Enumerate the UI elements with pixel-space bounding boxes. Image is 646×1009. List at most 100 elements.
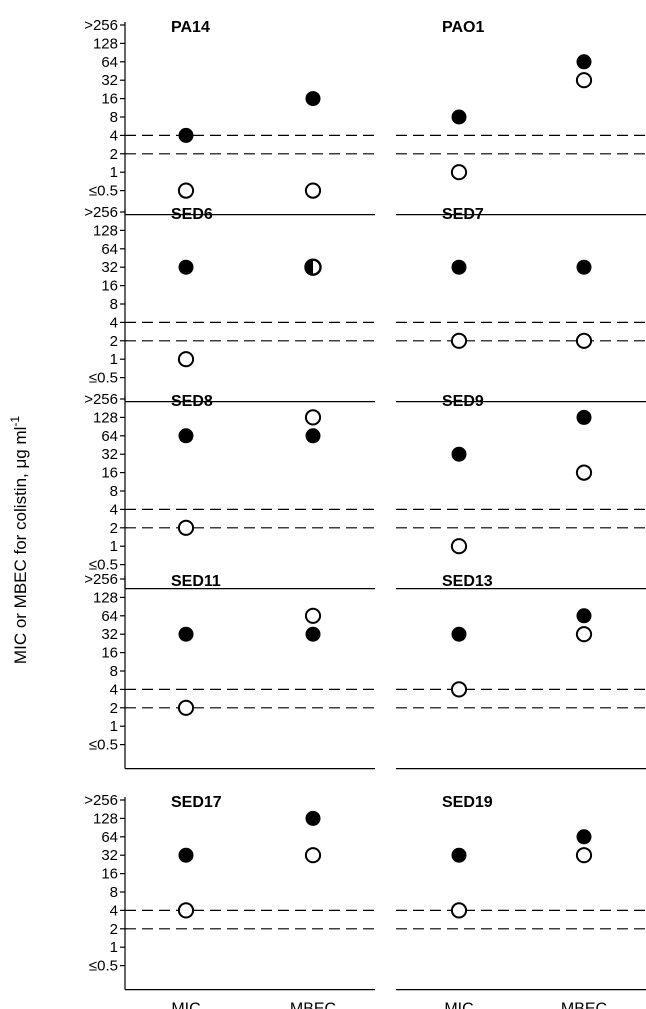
y-tick-label: 4 — [110, 681, 118, 698]
marker-filled — [178, 127, 194, 143]
panel-title: SED6 — [171, 206, 213, 223]
marker-filled — [576, 608, 592, 624]
y-tick-label: 2 — [110, 146, 118, 163]
y-tick-label: >256 — [84, 17, 118, 34]
marker-filled — [178, 428, 194, 444]
x-category-mic: MIC — [444, 1001, 473, 1009]
marker-open — [177, 182, 195, 199]
panel-title: SED17 — [171, 794, 222, 811]
marker-open — [450, 164, 468, 181]
y-tick-label: 16 — [101, 278, 118, 295]
marker-filled — [451, 446, 467, 462]
y-tick-label: 16 — [101, 866, 118, 883]
marker-open — [177, 351, 195, 368]
panel-title: SED11 — [171, 573, 221, 590]
marker-open — [575, 72, 593, 89]
y-tick-label: 1 — [110, 351, 118, 368]
marker-open — [450, 538, 468, 555]
y-tick-label: 1 — [110, 718, 118, 735]
marker-open — [304, 847, 322, 864]
y-tick-label: 1 — [110, 538, 118, 555]
y-tick-label: 2 — [110, 700, 118, 717]
panel-title: SED9 — [442, 393, 484, 410]
marker-filled — [451, 109, 467, 125]
y-axis-label-text: MIC or MBEC for colistin, μg ml — [11, 427, 30, 664]
marker-filled — [305, 626, 321, 642]
y-tick-label: ≤0.5 — [89, 737, 118, 754]
marker-filled — [451, 626, 467, 642]
y-tick-label: 2 — [110, 520, 118, 537]
y-tick-label: 1 — [110, 164, 118, 181]
y-tick-label: 64 — [101, 241, 118, 258]
y-tick-label: >256 — [84, 792, 118, 809]
y-tick-label: 128 — [93, 409, 118, 426]
y-tick-label: 32 — [101, 626, 118, 643]
y-tick-label: 4 — [110, 127, 118, 144]
y-tick-label: ≤0.5 — [89, 557, 118, 574]
y-tick-label: >256 — [84, 571, 118, 588]
panel-sed9: SED9 — [396, 393, 646, 590]
y-tick-label: 16 — [101, 91, 118, 108]
y-tick-label: 8 — [110, 109, 118, 126]
marker-filled — [576, 409, 592, 425]
y-tick-label: 32 — [101, 259, 118, 276]
y-tick-label: >256 — [84, 391, 118, 408]
y-tick-label: 8 — [110, 884, 118, 901]
y-tick-label: 32 — [101, 847, 118, 864]
x-category-labels: MIC MBEC MIC MBEC — [171, 1001, 607, 1009]
marker-open — [304, 409, 322, 426]
panel-title: SED7 — [442, 206, 484, 223]
marker-filled — [178, 847, 194, 863]
y-axis-label: MIC or MBEC for colistin, μg ml-1 — [8, 416, 30, 664]
marker-open — [450, 902, 468, 919]
y-tick-label: 128 — [93, 810, 118, 827]
y-tick-label: 4 — [110, 902, 118, 919]
marker-open — [177, 519, 195, 536]
y-tick-label: 2 — [110, 333, 118, 350]
marker-filled — [576, 259, 592, 275]
y-tick-label: >256 — [84, 204, 118, 221]
y-tick-label: 128 — [93, 35, 118, 52]
y-tick-label: 1 — [110, 939, 118, 956]
marker-open — [575, 332, 593, 349]
panel-sed7: SED7 — [396, 206, 646, 403]
marker-open — [304, 607, 322, 624]
panel-sed19: SED19 — [396, 794, 646, 991]
marker-filled — [178, 259, 194, 275]
y-tick-label: ≤0.5 — [89, 370, 118, 387]
panel-title: SED8 — [171, 393, 213, 410]
y-tick-label: ≤0.5 — [89, 958, 118, 975]
y-tick-label: 64 — [101, 54, 118, 71]
marker-filled — [305, 91, 321, 107]
panel-pao1: PAO1 — [396, 19, 646, 216]
marker-open — [177, 699, 195, 716]
marker-open — [450, 332, 468, 349]
y-tick-label: 8 — [110, 483, 118, 500]
panel-title: PA14 — [171, 19, 210, 36]
y-tick-label: ≤0.5 — [89, 183, 118, 200]
marker-open — [575, 847, 593, 864]
y-tick-label: 2 — [110, 921, 118, 938]
y-tick-label: 128 — [93, 589, 118, 606]
marker-filled — [305, 428, 321, 444]
y-tick-label: 4 — [110, 314, 118, 331]
y-tick-label: 4 — [110, 501, 118, 518]
marker-filled — [178, 626, 194, 642]
panel-title: SED19 — [442, 794, 493, 811]
y-tick-label: 64 — [101, 428, 118, 445]
panel-title: PAO1 — [442, 19, 484, 36]
y-tick-label: 128 — [93, 222, 118, 239]
y-tick-label: 64 — [101, 829, 118, 846]
y-axis-label-superscript: -1 — [8, 416, 22, 427]
y-tick-label: 16 — [101, 645, 118, 662]
y-tick-label: 64 — [101, 608, 118, 625]
marker-filled — [576, 829, 592, 845]
x-category-mic: MIC — [171, 1001, 200, 1009]
marker-open — [575, 464, 593, 481]
